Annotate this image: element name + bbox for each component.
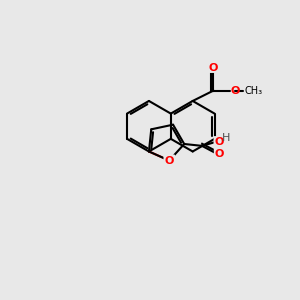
Text: O: O bbox=[214, 136, 224, 147]
Text: O: O bbox=[231, 85, 240, 96]
Text: O: O bbox=[165, 156, 174, 166]
Text: O: O bbox=[209, 63, 218, 73]
Text: O: O bbox=[214, 148, 224, 159]
Text: CH₃: CH₃ bbox=[244, 85, 262, 96]
Text: H: H bbox=[222, 133, 230, 143]
